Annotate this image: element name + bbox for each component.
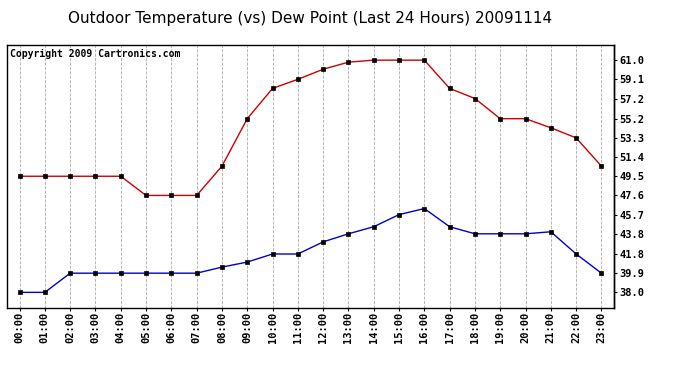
Text: Copyright 2009 Cartronics.com: Copyright 2009 Cartronics.com	[10, 49, 180, 59]
Text: Outdoor Temperature (vs) Dew Point (Last 24 Hours) 20091114: Outdoor Temperature (vs) Dew Point (Last…	[68, 11, 553, 26]
